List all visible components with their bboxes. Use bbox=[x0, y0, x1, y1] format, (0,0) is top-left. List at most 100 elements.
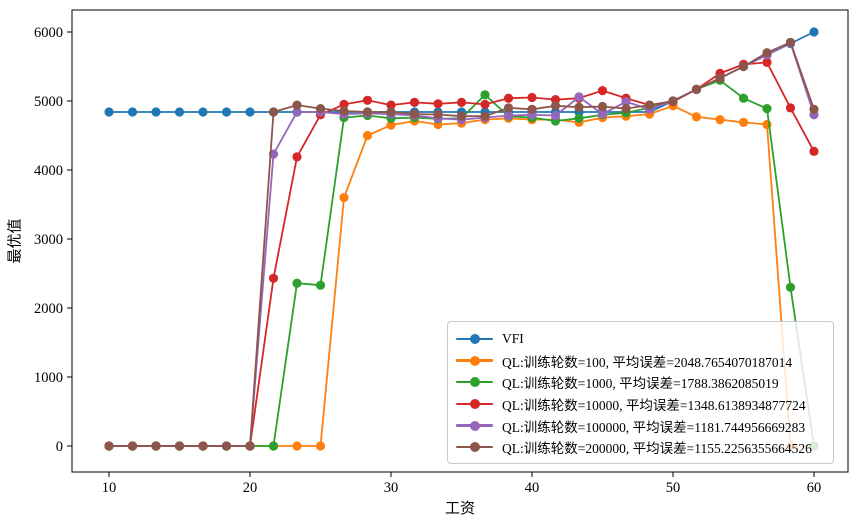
data-point-marker bbox=[597, 109, 608, 119]
legend-marker-icon bbox=[456, 377, 493, 388]
data-point-marker bbox=[574, 113, 584, 123]
legend-dot-icon bbox=[469, 333, 480, 344]
data-point-marker bbox=[221, 441, 232, 451]
legend: VFI QL:训练轮数=100, 平均误差=2048.7654070187014 Q… bbox=[447, 321, 834, 464]
data-point-marker bbox=[292, 278, 302, 288]
data-point-marker bbox=[668, 96, 678, 106]
data-point-marker bbox=[292, 107, 302, 117]
data-point-marker bbox=[809, 104, 819, 114]
legend-dot-icon bbox=[469, 398, 480, 409]
data-point-marker bbox=[621, 104, 631, 114]
y-tick-label: 4000 bbox=[34, 163, 63, 179]
data-point-marker bbox=[292, 441, 302, 451]
data-point-marker bbox=[597, 101, 608, 112]
data-point-marker bbox=[762, 48, 772, 58]
data-point-marker bbox=[480, 99, 490, 109]
legend-dot-icon bbox=[469, 377, 480, 388]
data-point-marker bbox=[386, 120, 396, 130]
data-point-marker bbox=[198, 441, 208, 451]
legend-label: QL:训练轮数=200000, 平均误差=1155.2256355664526 bbox=[502, 441, 812, 457]
y-tick-label: 5000 bbox=[34, 94, 63, 110]
data-point-marker bbox=[762, 104, 772, 114]
data-point-marker bbox=[151, 107, 161, 117]
data-point-marker bbox=[503, 103, 514, 113]
data-point-marker bbox=[433, 109, 443, 120]
legend-marker-icon bbox=[456, 333, 493, 344]
data-point-marker bbox=[456, 111, 467, 121]
data-point-marker bbox=[409, 109, 420, 119]
x-tick-label: 60 bbox=[807, 480, 822, 496]
data-point-marker bbox=[550, 110, 561, 121]
data-point-marker bbox=[621, 97, 631, 107]
data-point-marker bbox=[715, 73, 725, 83]
x-tick-label: 10 bbox=[102, 480, 117, 496]
y-tick-label: 3000 bbox=[34, 232, 63, 248]
data-point-marker bbox=[362, 95, 373, 105]
x-tick-label: 50 bbox=[666, 480, 681, 496]
data-point-marker bbox=[174, 441, 185, 451]
data-point-marker bbox=[362, 130, 373, 141]
x-axis-ticks: 10 20 30 40 50 60 bbox=[102, 472, 822, 496]
data-point-marker bbox=[456, 97, 467, 107]
data-point-marker bbox=[691, 112, 702, 122]
data-point-marker bbox=[245, 107, 255, 117]
data-point-marker bbox=[809, 146, 819, 156]
legend-label: QL:训练轮数=10000, 平均误差=1348.6138934877724 bbox=[502, 397, 806, 413]
legend-item-ql-200000: QL:训练轮数=200000, 平均误差=1155.2256355664526 bbox=[456, 436, 825, 458]
data-point-marker bbox=[339, 106, 349, 116]
legend-marker-icon bbox=[456, 398, 493, 409]
legend-marker-icon bbox=[456, 355, 493, 366]
data-point-marker bbox=[785, 282, 796, 292]
data-point-marker bbox=[315, 280, 326, 290]
legend-dot-icon bbox=[469, 355, 480, 366]
axes-spines bbox=[71, 9, 849, 473]
y-tick-label: 6000 bbox=[34, 25, 63, 41]
data-point-marker bbox=[715, 115, 725, 125]
data-point-marker bbox=[315, 104, 326, 114]
data-point-marker bbox=[268, 441, 279, 451]
data-point-marker bbox=[198, 107, 208, 117]
data-point-marker bbox=[221, 107, 232, 117]
data-point-marker bbox=[362, 107, 373, 117]
data-point-marker bbox=[268, 107, 279, 117]
legend-item-ql-100: QL:训练轮数=100, 平均误差=2048.7654070187014 bbox=[456, 350, 825, 372]
data-point-marker bbox=[527, 92, 537, 103]
data-point-marker bbox=[738, 93, 749, 103]
data-point-marker bbox=[762, 57, 772, 67]
series-ql-200000 bbox=[104, 37, 819, 451]
legend-item-vfi: VFI bbox=[456, 328, 825, 350]
data-point-marker bbox=[104, 107, 114, 117]
data-point-marker bbox=[644, 100, 655, 110]
data-point-marker bbox=[127, 107, 138, 117]
data-point-marker bbox=[503, 93, 514, 103]
data-point-marker bbox=[527, 104, 537, 114]
data-point-marker bbox=[386, 100, 396, 110]
y-axis-ticks: 0 1000 2000 3000 4000 5000 6000 bbox=[34, 25, 72, 455]
x-axis-label: 工资 bbox=[444, 501, 475, 517]
legend-marker-icon bbox=[456, 420, 493, 431]
data-point-marker bbox=[386, 107, 396, 117]
data-point-marker bbox=[738, 117, 749, 127]
legend-dot-icon bbox=[469, 420, 480, 431]
data-point-marker bbox=[550, 101, 561, 111]
legend-item-ql-10000: QL:训练轮数=10000, 平均误差=1348.6138934877724 bbox=[456, 393, 825, 415]
y-tick-label: 1000 bbox=[34, 370, 63, 386]
data-point-marker bbox=[480, 90, 490, 100]
data-point-marker bbox=[809, 27, 819, 37]
legend-label: VFI bbox=[502, 330, 524, 346]
data-point-marker bbox=[339, 193, 349, 203]
data-point-marker bbox=[292, 100, 302, 110]
data-point-marker bbox=[597, 86, 608, 96]
data-point-marker bbox=[785, 103, 796, 113]
data-point-marker bbox=[574, 92, 584, 102]
data-point-marker bbox=[574, 102, 584, 112]
data-point-marker bbox=[174, 107, 185, 117]
data-point-marker bbox=[315, 441, 326, 451]
data-point-marker bbox=[503, 110, 514, 121]
legend-marker-icon bbox=[456, 442, 493, 453]
data-point-marker bbox=[785, 37, 796, 47]
data-point-marker bbox=[104, 441, 114, 451]
data-point-marker bbox=[292, 152, 302, 162]
legend-label: QL:训练轮数=100, 平均误差=2048.7654070187014 bbox=[502, 354, 793, 370]
